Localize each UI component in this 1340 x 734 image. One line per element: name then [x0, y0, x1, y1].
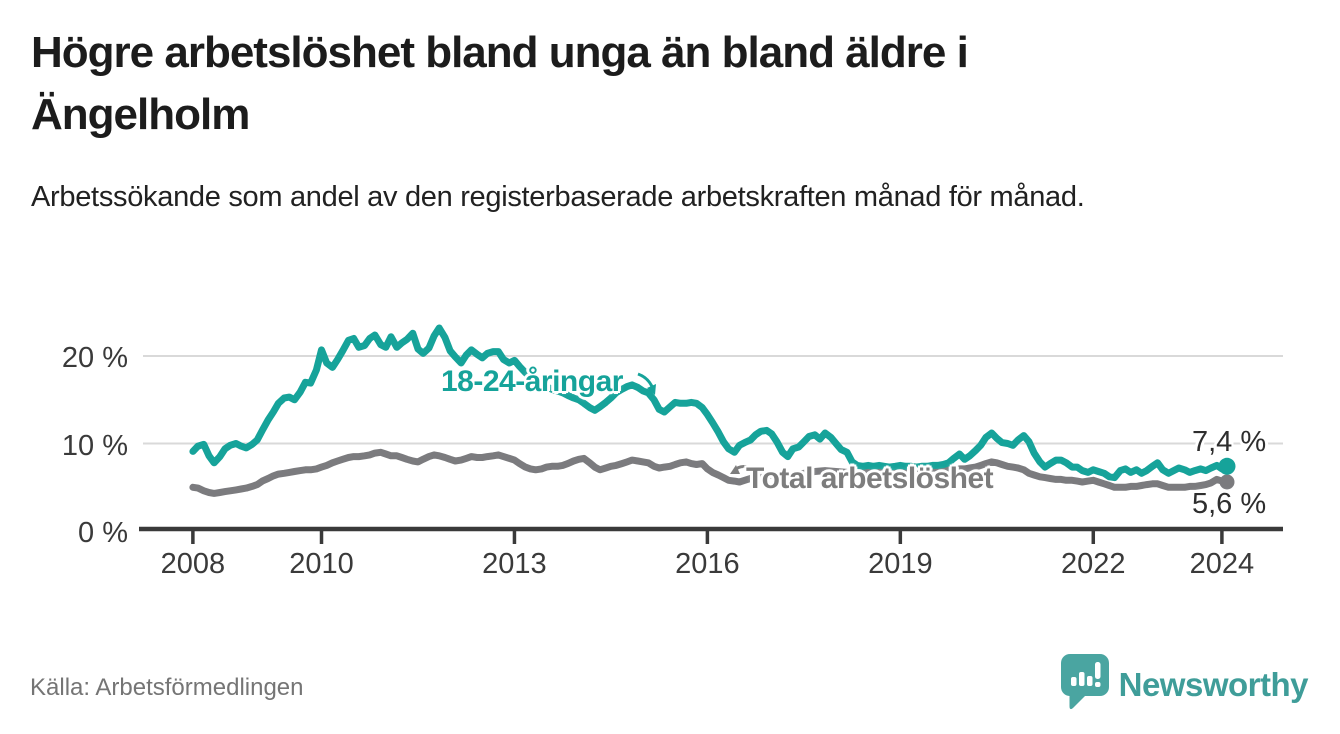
bar-chart-speech-bubble-icon [1060, 653, 1110, 716]
page-title: Högre arbetslöshet bland unga än bland ä… [31, 28, 969, 139]
series-end-dot-1 [1219, 474, 1235, 490]
chart-subtitle: Arbetssökande som andel av den registerb… [31, 181, 1085, 213]
series-end-dot-0 [1218, 457, 1236, 475]
label-arrowhead-total [730, 465, 740, 474]
source-note: Källa: Arbetsförmedlingen [30, 674, 304, 701]
series-line-0 [189, 324, 1231, 482]
label-arrowhead-18-24 [647, 384, 656, 395]
newsworthy-logo: Newsworthy [1060, 653, 1309, 716]
newsworthy-wordmark: Newsworthy [1118, 665, 1309, 703]
series-line-1 [189, 448, 1231, 497]
